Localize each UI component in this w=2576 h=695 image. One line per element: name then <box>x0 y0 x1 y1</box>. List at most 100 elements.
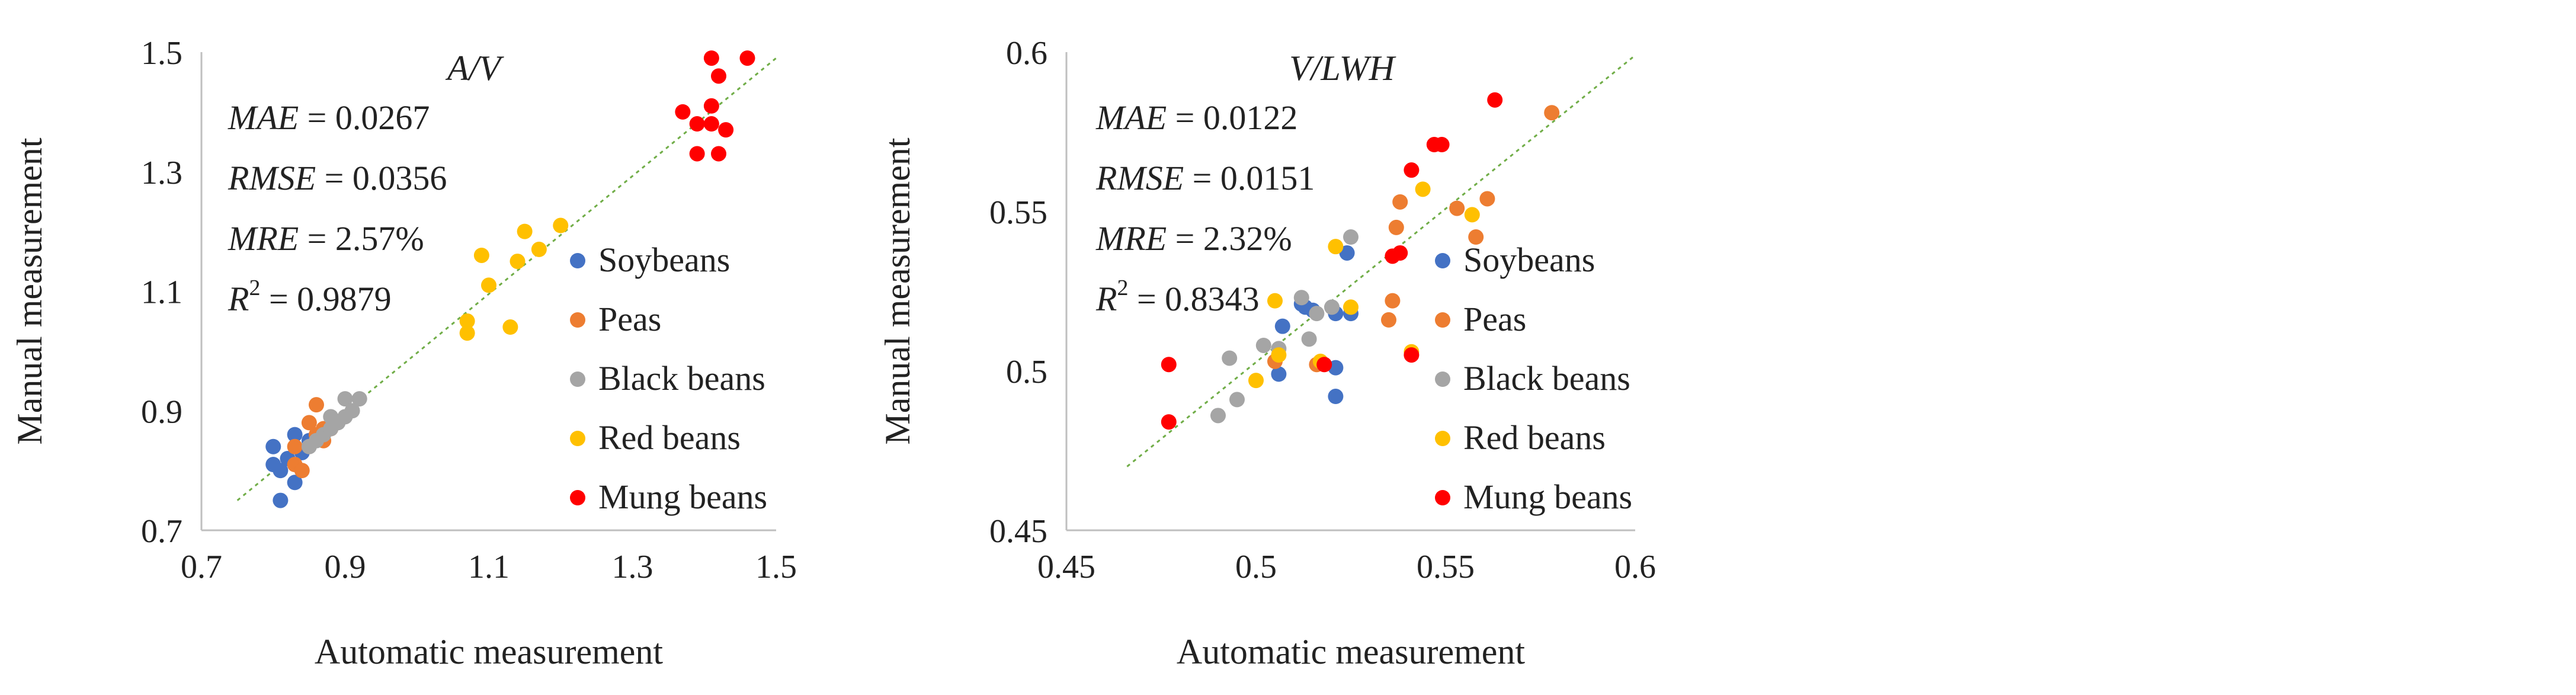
stat-superscript: 2 <box>1117 276 1128 300</box>
vlwh-point-peas <box>1479 191 1495 207</box>
av-point-black-beans <box>351 391 367 407</box>
vlwh-point-soybeans <box>1274 318 1290 334</box>
vlwh-point-peas <box>1468 229 1484 245</box>
vlwh-x-tick-label: 0.45 <box>1037 549 1095 585</box>
av-stat-mre: MRE = 2.57% <box>228 219 424 258</box>
stat-value: = 0.0267 <box>299 98 430 137</box>
vlwh-point-red-beans <box>1248 373 1264 389</box>
stat-name: R <box>228 280 249 318</box>
av-point-black-beans <box>344 403 360 419</box>
vlwh-point-black-beans <box>1222 350 1238 366</box>
av-point-soybeans <box>287 427 303 443</box>
vlwh-legend-marker <box>1435 431 1450 446</box>
vlwh-point-mung-beans <box>1404 162 1420 178</box>
vlwh-y-tick-label: 0.5 <box>1006 354 1047 390</box>
stat-name: RMSE <box>1095 159 1184 197</box>
stat-value: = 0.9879 <box>260 280 391 318</box>
vlwh-point-red-beans <box>1464 207 1480 223</box>
av-point-soybeans <box>273 492 289 508</box>
vlwh-point-red-beans <box>1267 293 1283 309</box>
vlwh-stat-rmse: RMSE = 0.0151 <box>1095 159 1315 197</box>
vlwh-point-black-beans <box>1255 337 1271 353</box>
chart-panel-vlwh: 0.45 0.5 0.55 0.6 0.45 0.5 0.55 0.6 Automatic me… <box>878 35 1656 671</box>
vlwh-point-soybeans <box>1339 245 1355 261</box>
av-point-mung-beans <box>703 98 719 114</box>
vlwh-y-axis-title: Manual measurement <box>878 137 917 444</box>
stat-name: MAE <box>228 98 299 137</box>
vlwh-point-mung-beans <box>1161 357 1177 373</box>
vlwh-point-peas <box>1381 312 1396 328</box>
av-point-peas <box>287 438 303 454</box>
av-point-peas <box>294 463 310 479</box>
av-stat-mae: MAE = 0.0267 <box>228 98 430 137</box>
vlwh-legend-label: Mung beans <box>1463 478 1632 516</box>
vlwh-y-tick-label: 0.6 <box>1006 35 1047 72</box>
av-stat-rmse: RMSE = 0.0356 <box>228 159 447 197</box>
av-point-mung-beans <box>689 116 705 132</box>
av-point-red-beans <box>459 325 475 341</box>
av-point-mung-beans <box>739 50 755 66</box>
vlwh-point-black-beans <box>1309 306 1325 322</box>
av-legend-label: Soybeans <box>598 241 730 279</box>
av-point-soybeans <box>265 438 281 454</box>
stat-value: = 0.0122 <box>1167 98 1297 137</box>
vlwh-stat-r: R2 = 0.8343 <box>1095 276 1260 318</box>
av-point-mung-beans <box>675 104 691 120</box>
av-point-red-beans <box>510 254 526 270</box>
vlwh-legend-label: Soybeans <box>1463 241 1595 279</box>
av-point-mung-beans <box>689 146 705 162</box>
stat-superscript: 2 <box>249 276 260 300</box>
vlwh-point-peas <box>1449 200 1465 216</box>
vlwh-y-tick-label: 0.55 <box>989 194 1047 231</box>
av-x-tick-label: 0.9 <box>325 549 366 585</box>
vlwh-x-tick-label: 0.55 <box>1417 549 1475 585</box>
vlwh-point-mung-beans <box>1392 245 1408 261</box>
av-chart-title: A/V <box>445 49 504 88</box>
vlwh-point-soybeans <box>1271 366 1287 382</box>
av-point-mung-beans <box>703 116 719 132</box>
vlwh-point-mung-beans <box>1487 92 1503 108</box>
stat-value: = 0.0151 <box>1184 159 1315 197</box>
vlwh-legend-label: Peas <box>1463 300 1526 338</box>
vlwh-point-red-beans <box>1343 299 1359 315</box>
av-x-tick-label: 1.5 <box>755 549 797 585</box>
av-legend-label: Mung beans <box>598 478 767 516</box>
av-x-tick-label: 1.3 <box>612 549 653 585</box>
av-point-red-beans <box>473 247 489 263</box>
av-y-axis-title: Manual measurement <box>10 137 49 444</box>
av-point-red-beans <box>553 217 569 233</box>
vlwh-x-tick-label: 0.5 <box>1235 549 1277 585</box>
vlwh-point-soybeans <box>1328 389 1344 405</box>
stat-name: MRE <box>1095 219 1167 258</box>
av-y-tick-label: 0.7 <box>141 513 182 550</box>
av-y-tick-label: 1.5 <box>141 35 182 72</box>
av-point-peas <box>309 397 324 413</box>
vlwh-legend-label: Black beans <box>1463 359 1630 398</box>
vlwh-point-black-beans <box>1229 392 1245 408</box>
av-point-mung-beans <box>703 50 719 66</box>
vlwh-point-black-beans <box>1324 299 1340 315</box>
vlwh-fit-line <box>1126 55 1636 467</box>
av-y-tick-label: 1.3 <box>141 155 182 191</box>
av-stat-r: R2 = 0.9879 <box>228 276 392 318</box>
av-point-mung-beans <box>711 146 726 162</box>
av-legend-marker <box>570 431 585 446</box>
av-legend-label: Peas <box>598 300 661 338</box>
av-legend-marker <box>570 253 585 268</box>
av-x-axis-title: Automatic measurement <box>315 632 663 671</box>
stat-name: RMSE <box>228 159 316 197</box>
vlwh-chart-title: V/LWH <box>1289 49 1396 88</box>
av-y-tick-label: 0.9 <box>141 393 182 430</box>
av-point-black-beans <box>337 391 353 407</box>
stat-value: = 0.0356 <box>316 159 447 197</box>
vlwh-point-peas <box>1392 194 1408 210</box>
vlwh-point-red-beans <box>1415 181 1431 197</box>
vlwh-point-black-beans <box>1301 331 1317 347</box>
av-point-red-beans <box>531 241 547 257</box>
vlwh-point-black-beans <box>1210 408 1226 424</box>
vlwh-point-black-beans <box>1343 229 1359 245</box>
vlwh-point-peas <box>1385 293 1401 309</box>
av-x-tick-label: 0.7 <box>181 549 222 585</box>
av-point-red-beans <box>459 313 475 329</box>
vlwh-point-black-beans <box>1293 290 1309 306</box>
